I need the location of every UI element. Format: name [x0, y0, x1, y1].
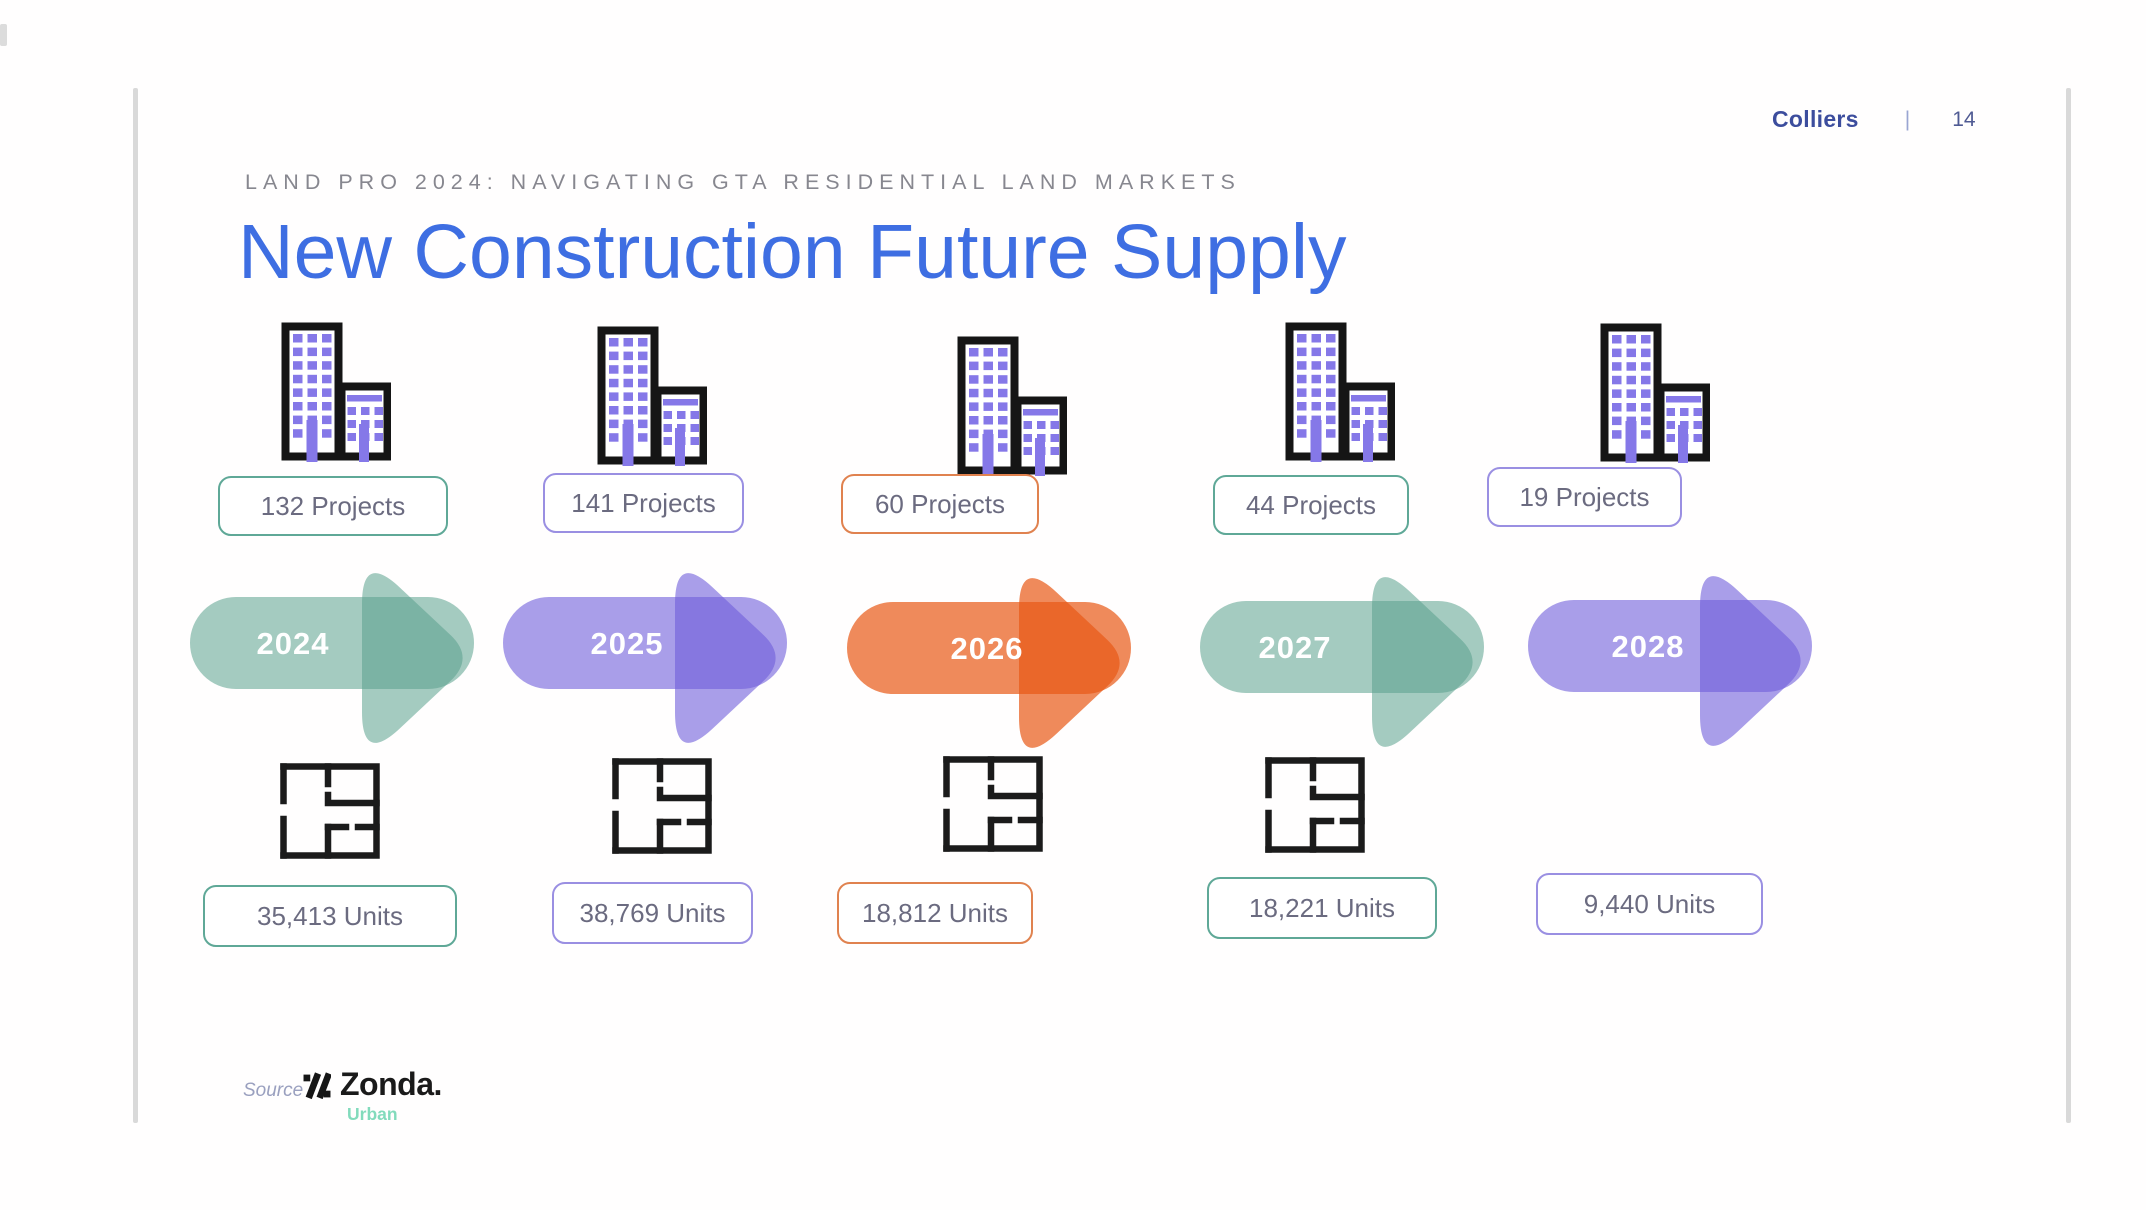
arrow-year-label: 2026: [950, 631, 1024, 666]
projects-badge: 60 Projects: [841, 474, 1039, 534]
zonda-logo-text: Zonda.: [340, 1066, 442, 1102]
year-arrow: 2028: [1528, 545, 1818, 777]
arrow-year-label: 2028: [1611, 629, 1685, 664]
floor-plan-icon: [1265, 757, 1365, 858]
arrow-year-label: 2027: [1258, 630, 1332, 665]
colliers-logo-text: Colliers: [1772, 106, 1859, 132]
zonda-urban-label: Urban: [347, 1104, 398, 1124]
floor-plan-icon: [943, 756, 1043, 857]
arrow-year-label: 2025: [590, 626, 664, 661]
arrow-year-label: 2024: [256, 626, 330, 661]
building-icon: [281, 322, 392, 469]
floor-plan-icon: [612, 758, 712, 859]
page-right-edge-line: [2066, 88, 2071, 1123]
building-icon: [597, 326, 708, 473]
year-arrow: 2026: [847, 547, 1137, 779]
units-badge: 18,812 Units: [837, 882, 1033, 944]
units-badge: 18,221 Units: [1207, 877, 1437, 939]
building-icon: [1600, 323, 1711, 470]
page-title: New Construction Future Supply: [238, 209, 1347, 295]
screen-edge-artifact: [0, 24, 7, 46]
zonda-percent-icon: [303, 1072, 332, 1105]
projects-badge: 19 Projects: [1487, 467, 1682, 527]
year-arrow: 2025: [503, 542, 793, 774]
year-arrow: 2027: [1200, 546, 1490, 778]
page-number: 14: [1952, 107, 1976, 131]
slide-footer-brand: Colliers | 14: [1772, 106, 1976, 133]
brand-divider: |: [1904, 107, 1911, 131]
building-icon: [1285, 322, 1396, 469]
projects-badge: 44 Projects: [1213, 475, 1409, 535]
page-left-edge-line: [133, 88, 138, 1123]
units-badge: 38,769 Units: [552, 882, 753, 944]
projects-badge: 141 Projects: [543, 473, 744, 533]
units-badge: 9,440 Units: [1536, 873, 1763, 935]
slide-eyebrow: LAND PRO 2024: NAVIGATING GTA RESIDENTIA…: [245, 170, 1241, 194]
source-label: Source: [243, 1080, 304, 1101]
year-arrow: 2024: [190, 542, 480, 774]
building-icon: [957, 336, 1068, 483]
units-badge: 35,413 Units: [203, 885, 457, 947]
projects-badge: 132 Projects: [218, 476, 448, 536]
floor-plan-icon: [280, 763, 380, 864]
